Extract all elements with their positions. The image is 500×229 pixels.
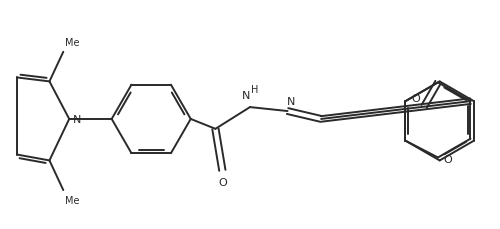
Text: Me: Me [66, 38, 80, 48]
Text: O: O [444, 155, 452, 165]
Text: Me: Me [66, 195, 80, 205]
Text: N: N [288, 97, 296, 107]
Text: H: H [252, 85, 258, 95]
Text: O: O [412, 94, 420, 104]
Text: N: N [73, 114, 82, 124]
Text: N: N [242, 91, 250, 101]
Text: O: O [218, 177, 226, 187]
